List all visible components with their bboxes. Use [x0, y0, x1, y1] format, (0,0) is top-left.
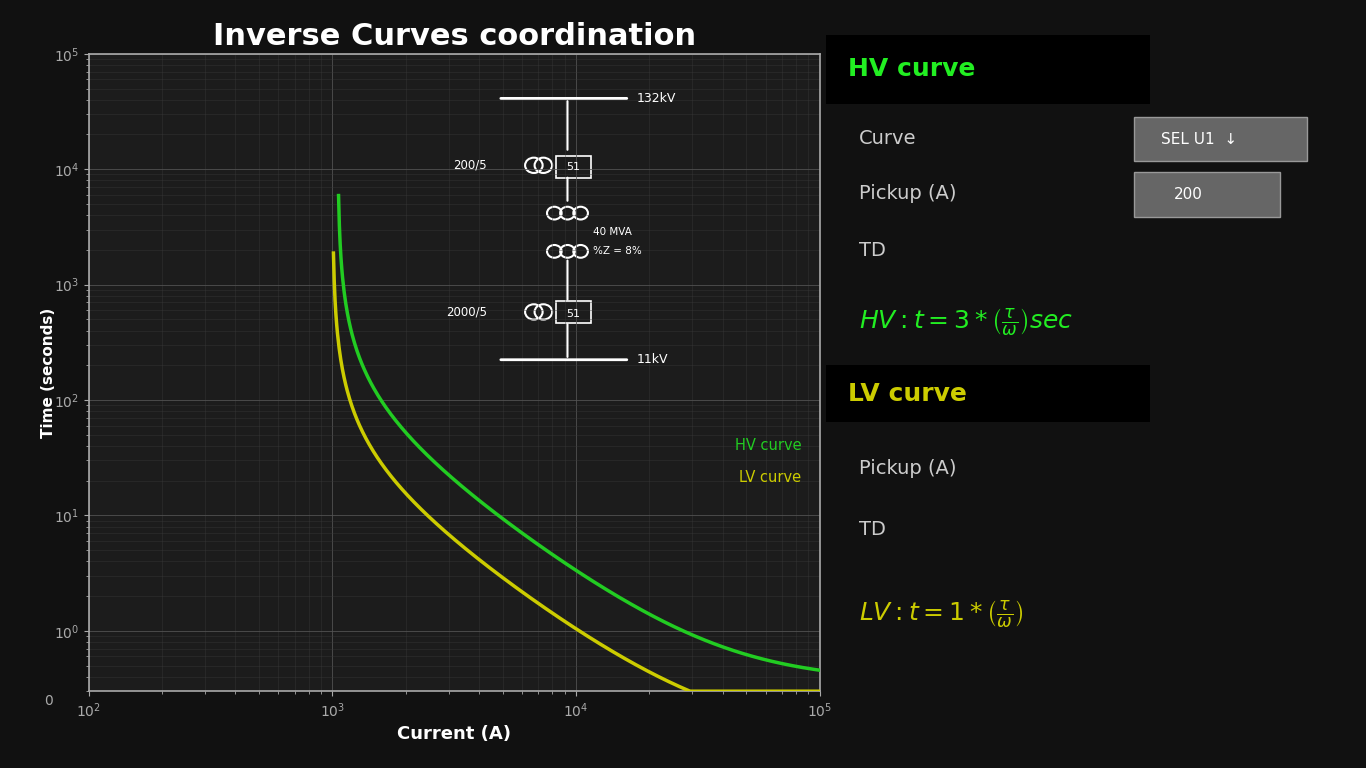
- X-axis label: Current (A): Current (A): [398, 725, 511, 743]
- Text: 2000/5: 2000/5: [447, 306, 488, 319]
- Text: %Z = 8%: %Z = 8%: [593, 247, 642, 257]
- Text: SEL U1  ↓: SEL U1 ↓: [1161, 131, 1236, 147]
- Text: 51: 51: [567, 162, 581, 172]
- Text: TD: TD: [859, 521, 885, 539]
- Bar: [826, 35, 1150, 104]
- FancyBboxPatch shape: [556, 301, 591, 323]
- Text: TD: TD: [859, 241, 885, 260]
- Text: HV curve: HV curve: [735, 439, 802, 453]
- Text: $HV : t = 3 * \left( \frac{\tau}{\omega} \right) sec$: $HV : t = 3 * \left( \frac{\tau}{\omega}…: [859, 306, 1074, 339]
- Text: Pickup (A): Pickup (A): [859, 459, 956, 478]
- Text: LV curve: LV curve: [848, 382, 967, 406]
- Text: 40 MVA: 40 MVA: [593, 227, 632, 237]
- Text: 51: 51: [567, 309, 581, 319]
- Text: 200: 200: [1173, 187, 1202, 202]
- Text: 132kV: 132kV: [637, 92, 676, 105]
- FancyBboxPatch shape: [1134, 172, 1280, 217]
- Bar: [826, 365, 1150, 422]
- Title: Inverse Curves coordination: Inverse Curves coordination: [213, 22, 695, 51]
- Text: 200/5: 200/5: [454, 159, 488, 172]
- Text: HV curve: HV curve: [848, 57, 975, 81]
- Text: $LV : t = 1 * \left( \frac{\tau}{\omega} \right)$: $LV : t = 1 * \left( \frac{\tau}{\omega}…: [859, 598, 1023, 631]
- Text: Curve: Curve: [859, 129, 917, 147]
- FancyBboxPatch shape: [1134, 117, 1307, 161]
- Y-axis label: Time (seconds): Time (seconds): [41, 307, 56, 438]
- FancyBboxPatch shape: [556, 156, 591, 178]
- Text: 11kV: 11kV: [637, 353, 668, 366]
- Text: LV curve: LV curve: [739, 470, 802, 485]
- Text: Pickup (A): Pickup (A): [859, 184, 956, 203]
- Text: 0: 0: [44, 694, 53, 708]
